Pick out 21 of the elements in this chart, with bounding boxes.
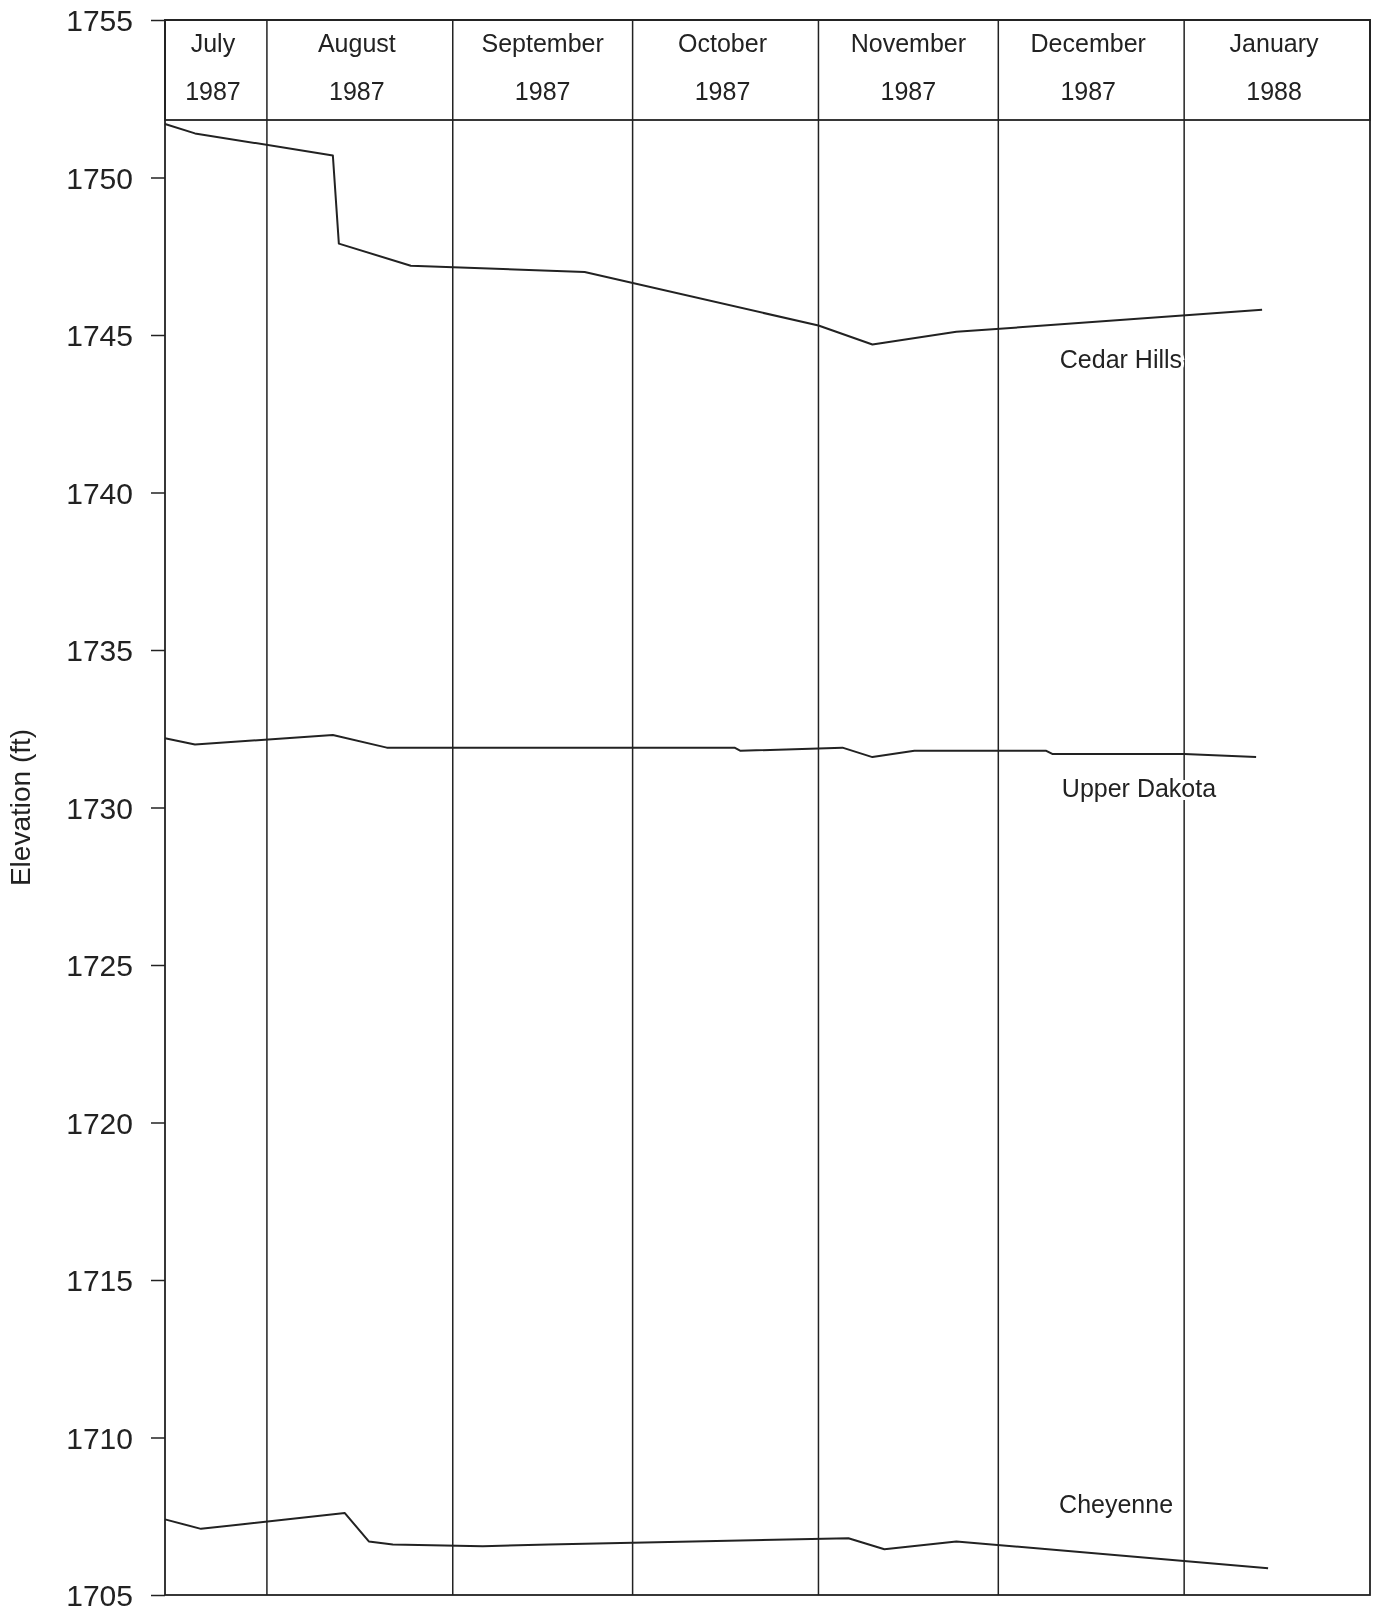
x-tick-label: October 1987 xyxy=(678,29,768,105)
x-tick-label: September 1987 xyxy=(481,29,604,105)
y-tick-label: 1730 xyxy=(66,791,133,825)
y-tick-label: 1750 xyxy=(66,161,133,195)
series-label: Cedar Hills xyxy=(1059,344,1183,373)
y-tick-label: 1715 xyxy=(66,1264,133,1297)
y-tick-label: 1755 xyxy=(66,4,133,37)
series-label: Cheyenne xyxy=(1059,1490,1174,1519)
y-tick-label: 1740 xyxy=(66,476,133,510)
y-axis-title: Elevation (ft) xyxy=(5,728,36,887)
x-tick-label: January 1988 xyxy=(1229,29,1320,105)
y-tick-label: 1720 xyxy=(66,1106,133,1140)
y-tick-label: 1705 xyxy=(66,1579,133,1612)
x-tick-label: November 1987 xyxy=(850,29,967,105)
x-tick-label: July 1987 xyxy=(185,29,241,105)
y-tick-label: 1725 xyxy=(66,949,133,982)
x-tick-label: December 1987 xyxy=(1030,29,1146,105)
y-tick-label: 1735 xyxy=(66,634,133,667)
y-tick-label: 1710 xyxy=(66,1421,133,1455)
y-tick-label: 1745 xyxy=(66,319,133,352)
x-tick-label: August 1987 xyxy=(317,29,396,105)
